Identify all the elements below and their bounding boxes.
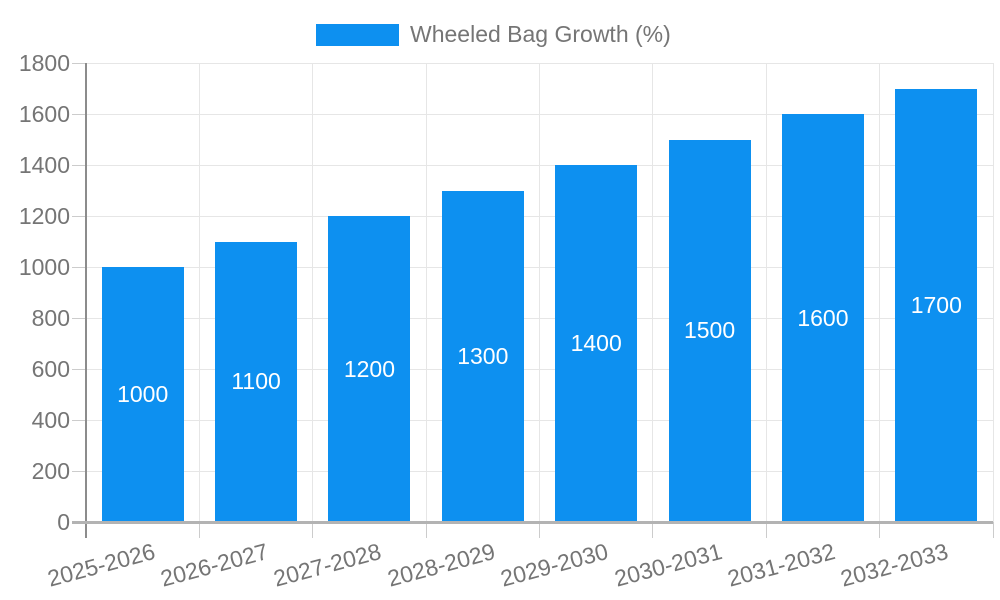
y-axis-tick-label: 800 [31,305,70,331]
bar-value-label: 1200 [343,355,396,382]
bar-2032-2033: 1700 [895,88,978,522]
x-tick-mark [879,522,881,538]
y-tick-mark [72,215,86,217]
y-tick-mark [72,419,86,421]
x-gridline [652,63,654,522]
bar-value-label: 1600 [797,304,849,331]
y-tick-mark [72,470,86,472]
bar-2031-2032: 1600 [781,114,864,522]
x-axis-category-label: 2032-2033 [838,538,952,592]
y-tick-mark [72,266,86,268]
y-tick-mark [72,164,86,166]
bar-2029-2030: 1400 [555,165,638,522]
x-tick-mark [652,522,654,538]
x-tick-mark [539,522,540,538]
bar-2028-2029: 1300 [441,190,524,522]
y-tick-mark [72,113,86,115]
y-tick-mark [72,368,86,370]
x-gridline [425,63,427,522]
y-axis-tick-label: 1800 [18,50,70,76]
legend-label: Wheeled Bag Growth (%) [410,21,671,47]
x-axis-category-label: 2027-2028 [271,538,385,592]
x-gridline [879,63,881,522]
y-axis-tick-label: 1200 [18,203,70,229]
bar-2030-2031: 1500 [668,139,751,522]
x-axis-category-label: 2031-2032 [724,538,838,592]
x-gridline [992,63,994,522]
x-axis-category-label: 2029-2030 [497,538,611,592]
bar-2025-2026: 1000 [101,267,184,522]
y-axis-tick-label: 200 [31,458,70,484]
bar-value-label: 1500 [683,317,736,344]
y-axis-tick-label: 1400 [18,152,70,178]
bar-value-label: 1700 [910,291,962,318]
y-tick-mark [72,62,86,64]
y-axis-tick-label: 600 [31,356,70,382]
x-axis-baseline [72,521,993,524]
x-tick-mark [992,522,994,538]
x-tick-mark [765,522,767,538]
x-tick-mark [425,522,427,538]
x-axis-category-label: 2028-2029 [384,538,498,592]
bar-2027-2028: 1200 [328,216,411,522]
x-axis-category-label: 2025-2026 [44,538,158,592]
y-axis-tick-label: 1000 [18,254,70,280]
x-gridline [198,63,200,522]
x-gridline [765,63,767,522]
bar-2026-2027: 1100 [215,241,298,522]
bar-value-label: 1300 [457,342,509,369]
x-tick-mark [312,522,314,538]
legend: Wheeled Bag Growth (%) [316,23,671,46]
legend-swatch [316,23,399,46]
bar-value-label: 1000 [117,381,169,407]
bar-value-label: 1100 [231,368,281,395]
y-tick-mark [72,317,86,319]
bar-value-label: 1400 [570,330,622,356]
x-axis-category-label: 2030-2031 [611,538,725,592]
x-axis-category-label: 2026-2027 [157,538,271,592]
y-axis-tick-label: 1600 [18,101,70,127]
y-axis-line [85,63,87,538]
x-gridline [539,63,540,522]
y-axis-tick-label: 400 [31,407,70,433]
x-tick-mark [198,522,200,538]
x-gridline [312,63,314,522]
y-axis-tick-label: 0 [57,509,70,535]
